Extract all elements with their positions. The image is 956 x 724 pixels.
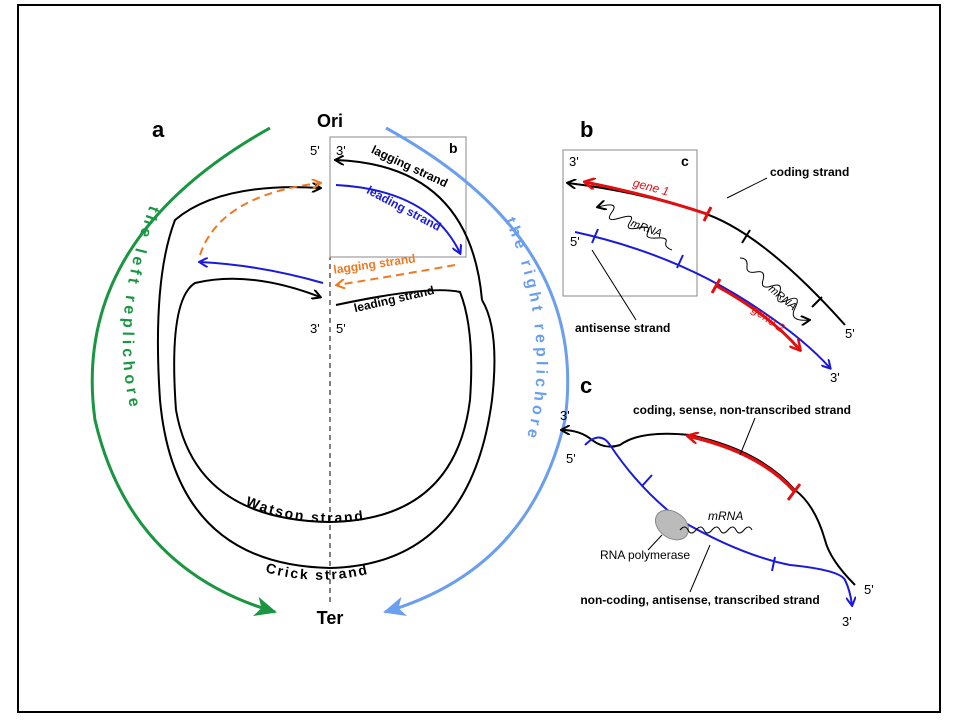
mrna-label: mRNA xyxy=(708,509,743,523)
replichore-text: the left replichore xyxy=(119,204,162,413)
strand-label: Crick strand xyxy=(264,559,370,582)
polymerase xyxy=(650,504,694,546)
end-label: 5' xyxy=(336,321,346,336)
end-label: 5' xyxy=(566,451,576,466)
figure: a Ori Ter b 5' 3' 3' 5' the left replich… xyxy=(0,0,956,719)
leader xyxy=(740,418,755,455)
strand xyxy=(336,160,482,300)
end-label: 3' xyxy=(310,321,320,336)
ori-label: Ori xyxy=(317,111,343,131)
inset-label: b xyxy=(449,140,458,156)
end-label: 5' xyxy=(845,326,855,341)
strand-label: antisense strand xyxy=(575,321,670,335)
strand-label: coding, sense, non-transcribed strand xyxy=(633,403,851,417)
end-label: 3' xyxy=(842,614,852,629)
strand xyxy=(568,183,845,325)
gene xyxy=(688,436,795,492)
panel-b: b c 3' gene 1 coding strand gene 2 mRNA … xyxy=(563,117,855,385)
polymerase-label: RNA polymerase xyxy=(600,548,690,562)
mrna-label: mRNA xyxy=(629,218,664,240)
replichore-text: the right replichore xyxy=(501,215,549,444)
leader xyxy=(727,178,767,198)
inset-box xyxy=(563,150,697,296)
left-replichore-arrow xyxy=(92,128,275,612)
panel-label: b xyxy=(580,117,593,142)
ter-label: Ter xyxy=(317,608,344,628)
end-label: 3' xyxy=(336,143,346,158)
panel-a: a Ori Ter b 5' 3' 3' 5' the left replich… xyxy=(92,111,568,628)
end-label: 3' xyxy=(560,408,570,423)
panel-label: a xyxy=(152,117,165,142)
gene-label: gene 2 xyxy=(749,302,787,335)
lagging-strand xyxy=(200,183,320,255)
replichore-label: the left replichore xyxy=(119,204,162,413)
strand-label: lagging strand xyxy=(333,251,417,276)
strand-label: leading strand xyxy=(353,283,436,315)
strand-label: coding strand xyxy=(770,165,849,179)
leader xyxy=(690,545,710,592)
strand-text: Watson strand xyxy=(244,493,366,526)
mrna xyxy=(680,527,752,533)
panel-label: c xyxy=(580,373,592,398)
panel-c: c 3' 5' coding, sense, non-transcribed s… xyxy=(560,373,874,629)
strand-text: Crick strand xyxy=(264,559,370,582)
strand-label: Watson strand xyxy=(244,493,366,526)
strand-label: non-coding, antisense, transcribed stran… xyxy=(580,593,819,607)
replichore-label: the right replichore xyxy=(501,215,549,444)
end-label: 5' xyxy=(570,234,580,249)
end-label: 5' xyxy=(310,143,320,158)
leader xyxy=(592,250,636,320)
leading-strand xyxy=(336,185,460,253)
end-label: 3' xyxy=(569,154,579,169)
end-label: 3' xyxy=(830,370,840,385)
end-label: 5' xyxy=(864,582,874,597)
inset-label: c xyxy=(681,153,689,169)
strand xyxy=(174,279,471,522)
